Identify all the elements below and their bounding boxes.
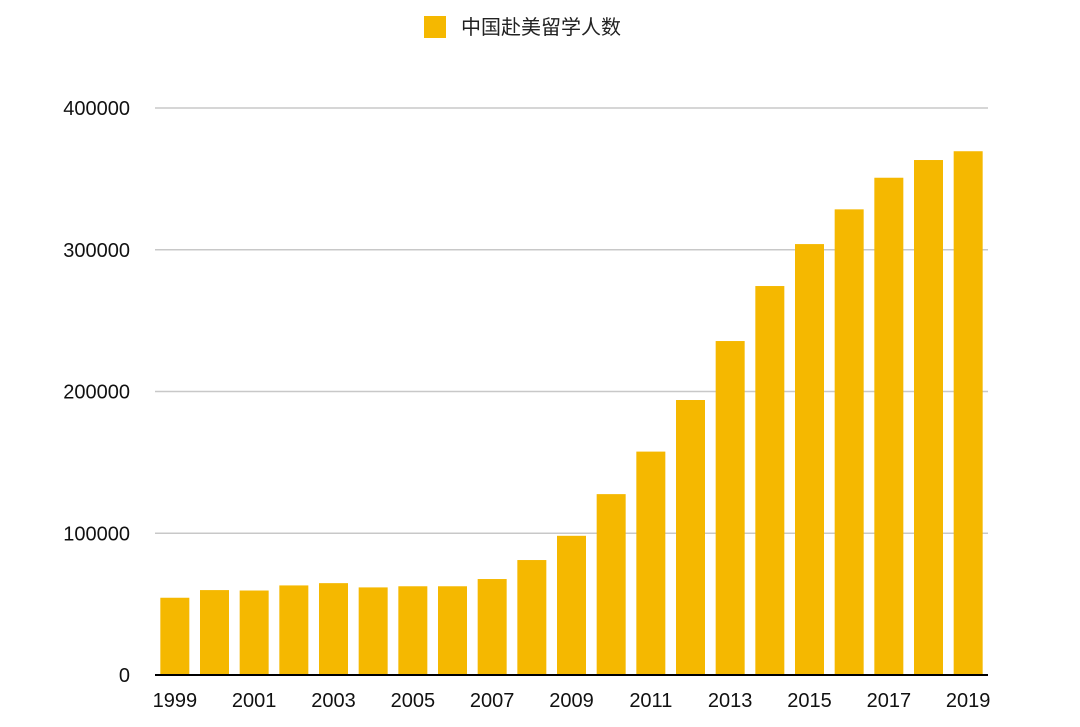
- y-tick-label-200000: 200000: [63, 382, 130, 404]
- x-tick-label-2007: 2007: [470, 690, 515, 712]
- bar-2013: [715, 341, 745, 675]
- x-axis-ticks: 1999 2001 2003 2005 2007 2009 2011 2013 2015 2017…: [153, 690, 991, 712]
- bar-2019: [953, 151, 983, 675]
- bar-2012: [676, 400, 705, 675]
- bar-2002: [279, 585, 309, 675]
- legend: 中国赴美留学人数: [424, 15, 621, 39]
- x-tick-label-2015: 2015: [787, 690, 832, 712]
- bar-2006: [438, 586, 467, 675]
- y-tick-label-300000: 300000: [63, 240, 130, 262]
- x-tick-label-2005: 2005: [391, 690, 436, 712]
- x-tick-label-1999: 1999: [153, 690, 198, 712]
- legend-swatch: [424, 16, 446, 38]
- legend-label: 中国赴美留学人数: [461, 15, 621, 39]
- y-tick-label-400000: 400000: [63, 98, 130, 120]
- bar-2016: [834, 209, 864, 675]
- x-tick-label-2009: 2009: [549, 690, 594, 712]
- bar-2010: [596, 494, 626, 675]
- x-tick-label-2003: 2003: [311, 690, 356, 712]
- bar-2017: [874, 177, 904, 675]
- x-tick-label-2019: 2019: [946, 690, 991, 712]
- bar-2000: [200, 590, 229, 675]
- x-tick-label-2017: 2017: [867, 690, 912, 712]
- y-axis-ticks: 0 100000 200000 300000 400000: [63, 98, 130, 687]
- bar-2018: [914, 160, 943, 676]
- y-tick-label-100000: 100000: [63, 523, 130, 545]
- bar-2001: [239, 590, 269, 675]
- bar-2011: [636, 451, 666, 675]
- bar-2014: [755, 286, 785, 675]
- bar-2003: [319, 583, 348, 675]
- bar-2015: [795, 244, 824, 675]
- x-tick-label-2011: 2011: [629, 690, 672, 712]
- bar-2007: [477, 579, 507, 675]
- bar-2009: [557, 535, 586, 675]
- bar-2004: [358, 587, 388, 675]
- bar-2008: [517, 560, 547, 675]
- x-tick-label-2013: 2013: [708, 690, 753, 712]
- bars: [160, 151, 983, 676]
- x-tick-label-2001: 2001: [232, 690, 277, 712]
- y-tick-label-0: 0: [119, 665, 130, 687]
- bar-2005: [398, 586, 428, 675]
- bar-1999: [160, 597, 190, 675]
